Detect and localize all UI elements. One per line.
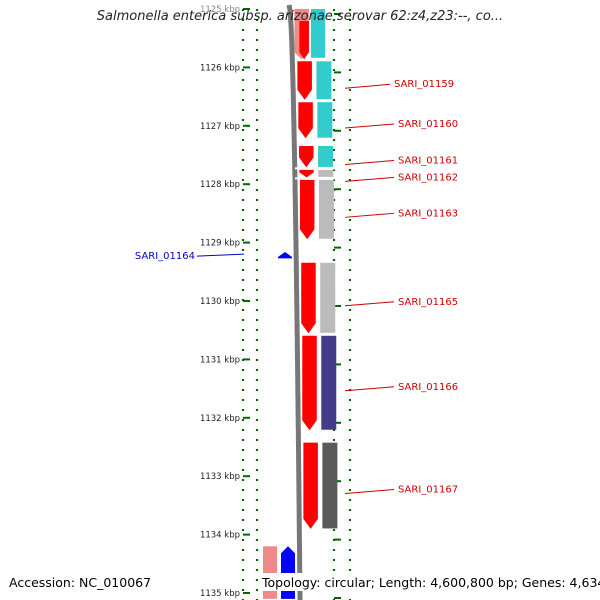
gene-label: SARI_01162 bbox=[398, 172, 458, 183]
gene-sari_01162-homolog bbox=[318, 169, 334, 177]
gene-label: SARI_01164 bbox=[135, 251, 195, 262]
gene-sari_01159-arrow bbox=[297, 61, 312, 100]
axis-tick-label: 1133 kbp bbox=[200, 472, 240, 482]
gene-label: SARI_01159 bbox=[394, 79, 454, 90]
gene-sari_01165-arrow bbox=[301, 262, 316, 334]
gene-label: SARI_01167 bbox=[398, 485, 458, 496]
axis-tick-label: 1134 kbp bbox=[200, 531, 240, 541]
axis-tick-label: 1126 kbp bbox=[200, 63, 240, 73]
gene-label: SARI_01160 bbox=[398, 119, 458, 130]
gene-label: SARI_01165 bbox=[398, 297, 458, 308]
gene-label: SARI_01166 bbox=[398, 382, 458, 393]
axis-tick-label: 1127 kbp bbox=[200, 122, 240, 132]
gene-label-leader bbox=[344, 301, 395, 307]
gene-sari_01160-homolog bbox=[317, 102, 333, 138]
topology-background bbox=[258, 573, 594, 591]
gene-sari_01160-arrow bbox=[298, 102, 313, 139]
axis-tick-label: 1132 kbp bbox=[200, 414, 240, 424]
axis-tick-label: 1131 kbp bbox=[200, 355, 240, 365]
gene-sari_01164-arrow bbox=[278, 251, 292, 259]
gene-label-leader bbox=[344, 176, 395, 182]
accession-background bbox=[5, 573, 155, 591]
axis-tick-label: 1125 kbp bbox=[200, 5, 240, 15]
axis-tick-label: 1130 kbp bbox=[200, 297, 240, 307]
genome-title: Salmonella enterica subsp. arizonae sero… bbox=[96, 9, 504, 24]
axis-tick-label: 1129 kbp bbox=[200, 239, 240, 249]
gene-sari_01163-homolog bbox=[318, 179, 334, 239]
gene-label-leader bbox=[344, 212, 395, 218]
accession-label: Accession: NC_010067 bbox=[9, 575, 152, 590]
gene-sari_01165-homolog bbox=[320, 262, 336, 333]
gene-sari_01167-homolog bbox=[322, 442, 338, 529]
gene-label-leader bbox=[344, 386, 395, 392]
gene-label: SARI_01161 bbox=[398, 155, 458, 166]
gene-sari_01166-homolog bbox=[321, 335, 337, 430]
gene-sari_01161-arrow bbox=[299, 145, 314, 168]
gene-label: SARI_01163 bbox=[398, 208, 458, 219]
gene-label-leader bbox=[344, 123, 395, 129]
axis-tick-label: 1128 kbp bbox=[200, 180, 240, 190]
gene-sari_01163-arrow bbox=[299, 179, 315, 240]
gene-sari_01167-arrow bbox=[303, 442, 318, 529]
gene-label-leader bbox=[196, 253, 245, 257]
gene-sari_01161-homolog bbox=[318, 145, 334, 167]
partial-homolog-top bbox=[311, 9, 325, 58]
topology-label: Topology: circular; Length: 4,600,800 bp… bbox=[262, 575, 600, 590]
gene-label-leader bbox=[344, 83, 391, 89]
gene-sari_01166-arrow bbox=[302, 335, 317, 431]
gene-sari_01159-homolog bbox=[316, 61, 332, 100]
axis-tick-label: 1135 kbp bbox=[200, 589, 240, 599]
gene-label-leader bbox=[344, 159, 395, 165]
genome-backbone bbox=[286, 4, 303, 600]
partial-gene-top bbox=[299, 21, 309, 60]
gene-sari_01162-arrow bbox=[299, 169, 314, 178]
gene-label-leader bbox=[344, 489, 395, 495]
